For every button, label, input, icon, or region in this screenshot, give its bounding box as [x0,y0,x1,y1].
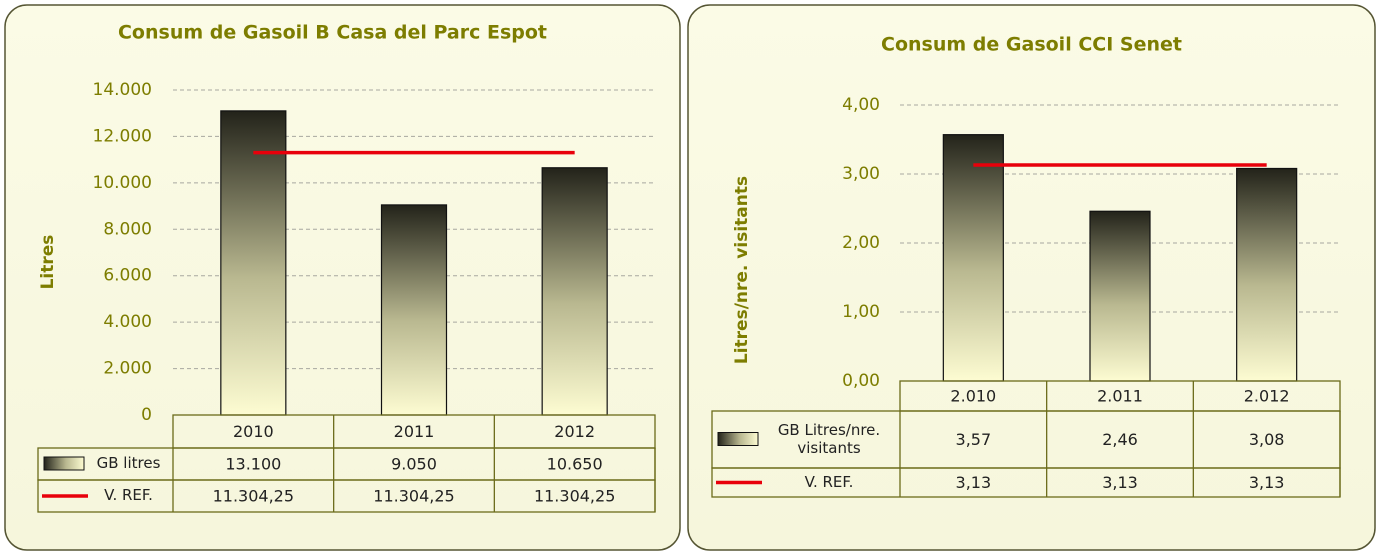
bar [942,134,1004,382]
data-label: 3,13 [1249,473,1285,492]
bar [380,204,448,416]
bar [541,167,608,416]
y-tick-label: 10.000 [93,173,152,193]
legend-label: GB Litres/nre. visitants [777,421,881,457]
data-label: 11.304,25 [373,487,454,506]
y-tick-label: 0 [141,405,152,425]
data-label: 2,46 [1102,430,1138,449]
x-tick-label: 2.010 [950,387,996,406]
bar [1236,167,1298,382]
y-tick-label: 3,00 [842,164,880,184]
data-label: 11.304,25 [534,487,615,506]
data-label: 11.304,25 [213,487,294,506]
legend-label: GB litres [96,454,161,473]
y-tick-label: 2.000 [103,359,152,379]
legend-key [717,432,759,446]
bar [220,110,287,416]
data-label: 3,57 [956,430,992,449]
legend-key [43,456,85,471]
panel [4,4,681,551]
y-tick-label: 14.000 [93,80,152,100]
x-tick-label: 2010 [233,422,274,441]
data-label: 3,13 [956,473,992,492]
y-tick-label: 4,00 [842,95,880,115]
chart-title: Consum de Gasoil CCI Senet [881,34,1182,56]
legend-label-box: V. REF. [104,486,153,505]
y-tick-label: 2,00 [842,233,880,253]
data-label: 3,13 [1102,473,1138,492]
x-tick-label: 2012 [554,422,595,441]
y-axis-label: Litres [38,235,58,290]
data-label: 13.100 [225,455,281,474]
chart-title: Consum de Gasoil B Casa del Parc Espot [118,22,547,44]
y-tick-label: 1,00 [842,302,880,322]
y-axis-label: Litres/nre. visitants [732,176,752,364]
data-label: 3,08 [1249,430,1285,449]
x-tick-label: 2.011 [1097,387,1143,406]
legend-label-box: GB litres [96,454,161,473]
legend-label-box: GB Litres/nre. visitants [777,421,881,457]
y-tick-label: 8.000 [103,219,152,239]
data-label: 10.650 [547,455,603,474]
y-tick-label: 4.000 [103,312,152,332]
legend-label-box: V. REF. [804,472,854,491]
bar [1089,210,1151,382]
y-tick-label: 0,00 [842,371,880,391]
panel [687,4,1376,551]
y-tick-label: 12.000 [93,126,152,146]
legend-label: V. REF. [104,486,153,505]
x-tick-label: 2.012 [1244,387,1290,406]
legend-label: V. REF. [804,472,854,491]
x-tick-label: 2011 [394,422,435,441]
y-tick-label: 6.000 [103,266,152,286]
data-label: 9.050 [391,455,437,474]
